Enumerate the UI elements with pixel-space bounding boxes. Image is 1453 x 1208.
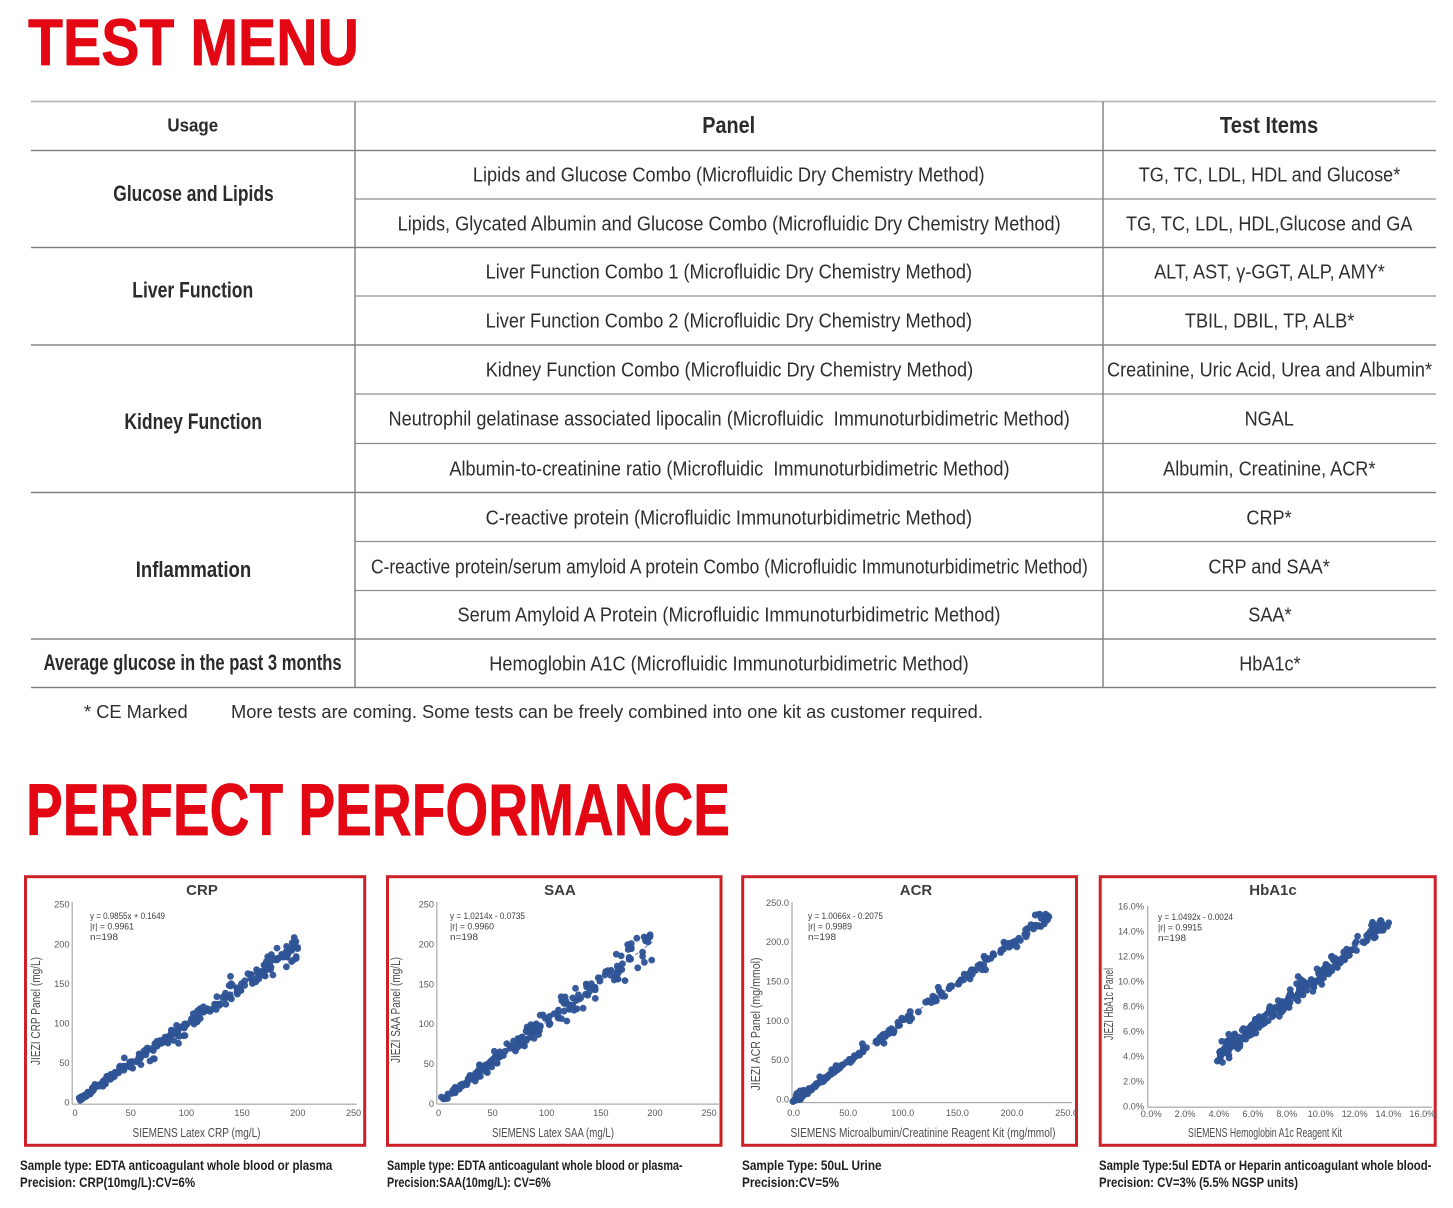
svg-text:150: 150 [54, 979, 69, 989]
svg-text:50: 50 [487, 1108, 497, 1118]
svg-text:0.0: 0.0 [776, 1094, 789, 1104]
svg-text:250: 250 [701, 1108, 716, 1118]
svg-text:50: 50 [59, 1058, 69, 1068]
svg-text:250.0: 250.0 [1055, 1108, 1078, 1118]
svg-text:200: 200 [647, 1108, 662, 1118]
svg-text:150: 150 [593, 1108, 608, 1118]
svg-text:100: 100 [54, 1018, 69, 1028]
svg-text:8.0%: 8.0% [1276, 1109, 1297, 1119]
svg-text:50: 50 [424, 1059, 434, 1069]
svg-text:HbA1c: HbA1c [1249, 882, 1297, 899]
svg-text:250: 250 [54, 900, 69, 910]
svg-text:250.0: 250.0 [766, 898, 789, 908]
svg-text:150: 150 [419, 979, 434, 989]
svg-text:200.0: 200.0 [1001, 1108, 1024, 1118]
svg-text:16.0%: 16.0% [1409, 1109, 1435, 1119]
svg-text:50.0: 50.0 [771, 1055, 789, 1065]
svg-text:10.0%: 10.0% [1118, 976, 1144, 986]
svg-text:JIEZI HbA1c Panel: JIEZI HbA1c Panel [1102, 968, 1116, 1040]
svg-text:14.0%: 14.0% [1375, 1109, 1401, 1119]
svg-text:100: 100 [419, 1019, 434, 1029]
svg-text:0.0%: 0.0% [1123, 1101, 1144, 1111]
svg-text:14.0%: 14.0% [1118, 926, 1144, 936]
svg-text:|r| = 0.9961: |r| = 0.9961 [90, 921, 134, 932]
svg-text:0: 0 [64, 1098, 69, 1108]
svg-text:y = 0.9855x + 0.1649: y = 0.9855x + 0.1649 [90, 910, 165, 921]
svg-text:y = 1.0492x - 0.0024: y = 1.0492x - 0.0024 [1158, 911, 1233, 922]
svg-text:n=198: n=198 [450, 931, 478, 942]
svg-text:10.0%: 10.0% [1308, 1109, 1334, 1119]
svg-text:n=198: n=198 [1158, 932, 1186, 943]
svg-text:100.0: 100.0 [891, 1108, 914, 1118]
svg-text:0.0: 0.0 [787, 1108, 800, 1118]
svg-text:n=198: n=198 [808, 931, 836, 942]
svg-text:250: 250 [346, 1108, 361, 1118]
svg-text:50.0: 50.0 [839, 1108, 857, 1118]
svg-text:8.0%: 8.0% [1123, 1001, 1144, 1011]
svg-text:200: 200 [290, 1108, 305, 1118]
svg-text:SIEMENS Microalbumin/Creatinin: SIEMENS Microalbumin/Creatinine Reagent … [791, 1126, 1056, 1140]
svg-text:n=198: n=198 [90, 931, 118, 942]
svg-text:4.0%: 4.0% [1209, 1109, 1230, 1119]
svg-text:100: 100 [539, 1108, 554, 1118]
svg-text:JIEZI SAA Panel (mg/L): JIEZI SAA Panel (mg/L) [389, 957, 403, 1063]
svg-text:SIEMENS Latex SAA (mg/L): SIEMENS Latex SAA (mg/L) [492, 1126, 614, 1140]
svg-text:JIEZI ACR Panel (mg/mmol): JIEZI ACR Panel (mg/mmol) [749, 958, 763, 1091]
svg-text:0.0%: 0.0% [1141, 1109, 1162, 1119]
svg-text:SIEMENS Hemoglobin A1c Reagent: SIEMENS Hemoglobin A1c Reagent Kit [1188, 1126, 1342, 1140]
svg-text:6.0%: 6.0% [1123, 1026, 1144, 1036]
svg-text:|r| = 0.9989: |r| = 0.9989 [808, 921, 852, 932]
svg-text:250: 250 [419, 900, 434, 910]
svg-text:2.0%: 2.0% [1175, 1109, 1196, 1119]
svg-text:12.0%: 12.0% [1342, 1109, 1368, 1119]
svg-text:ACR: ACR [900, 882, 933, 899]
svg-text:12.0%: 12.0% [1118, 951, 1144, 961]
svg-text:2.0%: 2.0% [1123, 1076, 1144, 1086]
svg-text:|r| = 0.9915: |r| = 0.9915 [1158, 922, 1202, 933]
svg-text:50: 50 [126, 1108, 136, 1118]
svg-text:y = 1.0214x - 0.0735: y = 1.0214x - 0.0735 [450, 910, 525, 921]
svg-text:JIEZI CRP Panel (mg/L): JIEZI CRP Panel (mg/L) [29, 957, 43, 1065]
svg-text:0: 0 [436, 1108, 441, 1118]
svg-text:|r| = 0.9960: |r| = 0.9960 [450, 921, 494, 932]
svg-text:CRP: CRP [186, 882, 218, 899]
svg-text:150.0: 150.0 [766, 977, 789, 987]
svg-text:y = 1.0066x - 0.2075: y = 1.0066x - 0.2075 [808, 910, 883, 921]
svg-text:SIEMENS Latex CRP (mg/L): SIEMENS Latex CRP (mg/L) [133, 1126, 261, 1140]
svg-text:200: 200 [54, 939, 69, 949]
svg-text:0: 0 [72, 1108, 77, 1118]
svg-text:16.0%: 16.0% [1118, 901, 1144, 911]
svg-text:200: 200 [419, 939, 434, 949]
svg-text:4.0%: 4.0% [1123, 1051, 1144, 1061]
svg-text:0: 0 [429, 1099, 434, 1109]
svg-text:SAA: SAA [544, 882, 576, 899]
svg-text:100.0: 100.0 [766, 1016, 789, 1026]
svg-text:100: 100 [179, 1108, 194, 1118]
svg-text:150: 150 [234, 1108, 249, 1118]
svg-text:6.0%: 6.0% [1242, 1109, 1263, 1119]
svg-text:150.0: 150.0 [946, 1108, 969, 1118]
svg-text:200.0: 200.0 [766, 937, 789, 947]
